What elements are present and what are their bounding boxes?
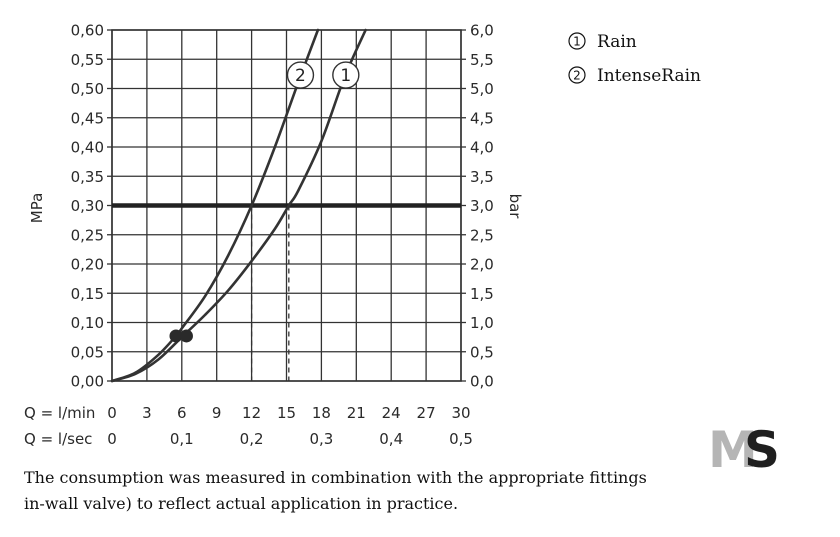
x-secondary-tick-label: 0,3	[309, 430, 333, 448]
y-left-tick-label: 0,30	[71, 197, 104, 215]
x-secondary-tick-label: 0	[107, 430, 117, 448]
caption-line-1: The consumption was measured in combinat…	[24, 468, 647, 487]
y-right-tick-label: 0,0	[470, 373, 494, 391]
curve-label-number-intenserain: 2	[295, 66, 306, 86]
curve-labels-group: 12	[286, 61, 360, 89]
y-left-tick-label: 0,50	[71, 80, 104, 98]
y-left-tick-label: 0,45	[71, 109, 104, 127]
legend-symbol-circle	[568, 66, 586, 84]
legend-label-intenserain: IntenseRain	[597, 66, 701, 86]
x-primary-tick-label: 18	[312, 404, 331, 422]
y-left-tick-label: 0,35	[71, 168, 104, 186]
x-secondary-tick-label: 0,2	[240, 430, 264, 448]
y-left-tick-label: 0,40	[71, 139, 104, 157]
y-left-tick-label: 0,00	[71, 373, 104, 391]
drop-lines-group	[250, 205, 290, 381]
x-primary-tick-label: 24	[382, 404, 401, 422]
y-left-tick-label: 0,15	[71, 285, 104, 303]
x-primary-tick-label: 30	[451, 404, 470, 422]
y-right-tick-label: 0,5	[470, 343, 494, 361]
y-left-tick-label: 0,60	[71, 22, 104, 40]
legend-symbol-number: 2	[573, 69, 581, 83]
caption: The consumption was measured in combinat…	[24, 465, 652, 517]
y-right-tick-label: 1,5	[470, 285, 494, 303]
curve-label-circle-intenserain	[286, 61, 315, 89]
x-primary-tick-label: 21	[347, 404, 366, 422]
x-secondary-tick-label: 0,1	[170, 430, 194, 448]
curve-intenserain	[110, 28, 320, 383]
y-left-tick-label: 0,10	[71, 314, 104, 332]
y-right-tick-label: 2,0	[470, 256, 494, 274]
y-right-tick-label: 1,0	[470, 314, 494, 332]
y-right-tick-label: 4,5	[470, 109, 494, 127]
legend-item-rain: 1 Rain	[568, 32, 637, 52]
tick-labels-group: 0,000,050,100,150,200,250,300,350,400,45…	[71, 22, 494, 449]
legend-symbol-number: 1	[573, 35, 581, 49]
x-secondary-tick-label: 0,5	[449, 430, 473, 448]
y-left-tick-label: 0,05	[71, 343, 104, 361]
x-secondary-tick-label: 0,4	[379, 430, 403, 448]
y-right-tick-label: 5,5	[470, 51, 494, 69]
y-axis-right-label: bar	[506, 194, 524, 220]
y-axis-left-label: MPa	[28, 193, 46, 224]
x-primary-tick-label: 15	[277, 404, 296, 422]
curve-label-number-rain: 1	[340, 66, 351, 86]
x-primary-tick-label: 3	[142, 404, 152, 422]
legend: 1 Rain 2 IntenseRain	[568, 32, 701, 86]
data-point	[179, 329, 193, 343]
caption-line-2: in-wall valve) to reflect actual applica…	[24, 494, 459, 513]
curve-rain	[110, 28, 367, 383]
y-left-tick-label: 0,55	[71, 51, 104, 69]
logo-letter-s: S	[744, 421, 780, 473]
legend-symbol-circle	[568, 32, 586, 50]
data-point	[169, 329, 183, 343]
x-primary-tick-label: 0	[107, 404, 117, 422]
x-axis-secondary-label: Q = l/sec	[24, 430, 92, 448]
y-left-tick-label: 0,25	[71, 226, 104, 244]
x-axis-primary-label: Q = l/min	[24, 404, 95, 422]
curve-label-circle-rain	[332, 61, 360, 89]
y-right-tick-label: 5,0	[470, 80, 494, 98]
curves-group	[110, 28, 367, 383]
y-right-tick-label: 2,5	[470, 226, 494, 244]
legend-item-intenserain: 2 IntenseRain	[568, 66, 701, 86]
x-primary-tick-label: 9	[212, 404, 222, 422]
x-primary-tick-label: 12	[242, 404, 261, 422]
y-left-tick-label: 0,20	[71, 256, 104, 274]
legend-label-rain: Rain	[597, 32, 637, 52]
x-primary-tick-label: 27	[417, 404, 436, 422]
y-right-tick-label: 6,0	[470, 22, 494, 40]
logo-letter-m: M	[708, 421, 758, 473]
y-right-tick-label: 3,5	[470, 168, 494, 186]
points-group	[169, 329, 193, 343]
ms-logo: M S	[708, 421, 780, 473]
x-primary-tick-label: 6	[177, 404, 187, 422]
y-right-tick-label: 4,0	[470, 139, 494, 157]
y-right-tick-label: 3,0	[470, 197, 494, 215]
